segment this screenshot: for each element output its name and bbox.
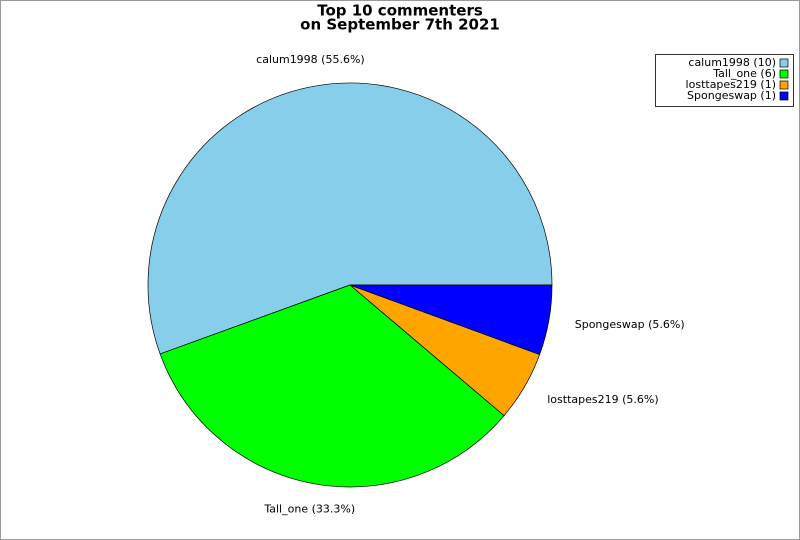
slice-label: calum1998 (55.6%) — [256, 53, 365, 66]
legend-swatch — [779, 80, 789, 90]
chart-subtitle: on September 7th 2021 — [300, 16, 500, 34]
legend-swatch — [779, 91, 789, 101]
slice-label: Spongeswap (5.6%) — [575, 318, 685, 331]
pie-slice — [159, 284, 505, 488]
pie-slice — [147, 82, 553, 355]
pie-slice — [349, 284, 553, 356]
slice-label: losttapes219 (5.6%) — [547, 393, 658, 406]
legend-label: Spongeswap (1) — [687, 89, 776, 102]
legend-label: Tall_one (6) — [712, 67, 776, 80]
chart-title: Top 10 commenters — [317, 2, 483, 20]
legend-label: losttapes219 (1) — [686, 78, 776, 91]
legend-swatch — [779, 69, 789, 79]
legend-box — [655, 54, 794, 107]
legend-label: calum1998 (10) — [688, 56, 776, 69]
legend-swatch — [779, 58, 789, 68]
slice-label: Tall_one (33.3%) — [263, 503, 355, 516]
